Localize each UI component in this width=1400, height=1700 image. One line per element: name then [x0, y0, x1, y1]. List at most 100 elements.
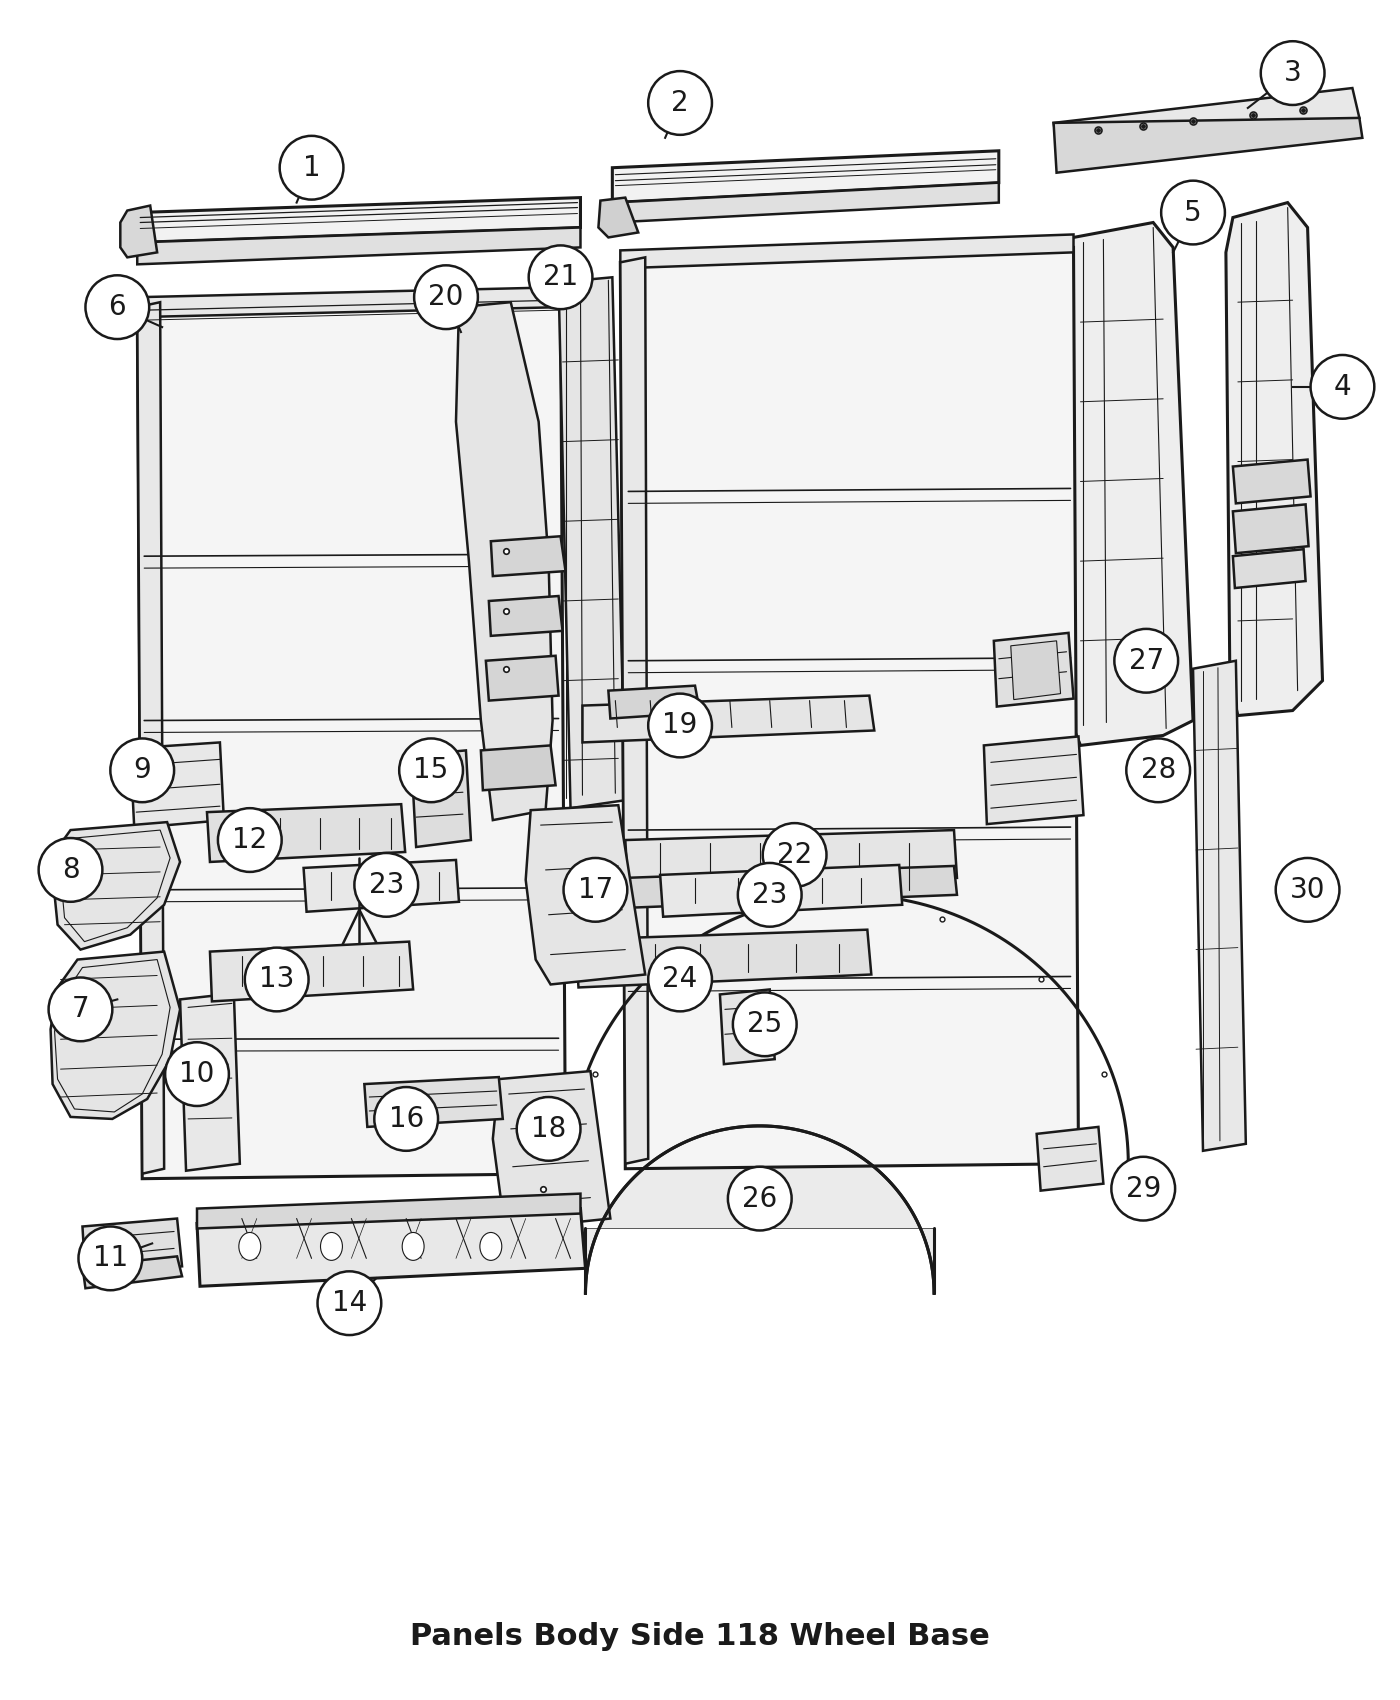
- Circle shape: [648, 71, 713, 134]
- Text: 10: 10: [179, 1061, 214, 1088]
- Circle shape: [374, 1086, 438, 1151]
- Polygon shape: [620, 248, 1078, 1168]
- Polygon shape: [1054, 88, 1359, 155]
- Text: 7: 7: [71, 996, 90, 1023]
- Polygon shape: [83, 1219, 182, 1277]
- Polygon shape: [1233, 459, 1310, 503]
- Polygon shape: [197, 1209, 585, 1287]
- Polygon shape: [197, 1193, 581, 1229]
- Text: 24: 24: [662, 966, 697, 993]
- Text: 13: 13: [259, 966, 294, 993]
- Text: 16: 16: [389, 1105, 424, 1132]
- Circle shape: [648, 947, 713, 1012]
- Circle shape: [517, 1096, 581, 1161]
- Polygon shape: [585, 1125, 934, 1294]
- Circle shape: [399, 738, 463, 802]
- Polygon shape: [210, 942, 413, 1001]
- Circle shape: [564, 858, 627, 921]
- Circle shape: [245, 947, 308, 1012]
- Polygon shape: [137, 303, 164, 1173]
- Text: 20: 20: [428, 284, 463, 311]
- Text: 25: 25: [748, 1010, 783, 1039]
- Text: 19: 19: [662, 712, 697, 740]
- Circle shape: [1127, 738, 1190, 802]
- Circle shape: [49, 977, 112, 1040]
- Circle shape: [165, 1042, 228, 1107]
- Polygon shape: [137, 298, 566, 1178]
- Polygon shape: [491, 536, 566, 576]
- Polygon shape: [1057, 223, 1193, 745]
- Circle shape: [728, 1166, 791, 1231]
- Polygon shape: [493, 1071, 610, 1229]
- Circle shape: [85, 275, 150, 338]
- Polygon shape: [1226, 202, 1323, 716]
- Polygon shape: [83, 1256, 182, 1289]
- Circle shape: [1275, 858, 1340, 921]
- Circle shape: [763, 823, 826, 887]
- Polygon shape: [575, 930, 871, 988]
- Text: 2: 2: [671, 88, 689, 117]
- Polygon shape: [181, 993, 239, 1171]
- Polygon shape: [620, 235, 1074, 269]
- Polygon shape: [984, 736, 1084, 824]
- Text: 11: 11: [92, 1244, 127, 1272]
- Ellipse shape: [480, 1232, 501, 1260]
- Polygon shape: [304, 860, 459, 911]
- Polygon shape: [120, 206, 157, 257]
- Polygon shape: [582, 695, 875, 743]
- Polygon shape: [612, 182, 998, 223]
- Polygon shape: [456, 303, 553, 819]
- Polygon shape: [53, 823, 181, 950]
- Circle shape: [78, 1226, 143, 1290]
- Polygon shape: [1233, 505, 1309, 552]
- Circle shape: [738, 864, 802, 927]
- Polygon shape: [480, 745, 556, 791]
- Ellipse shape: [321, 1232, 343, 1260]
- Polygon shape: [720, 989, 774, 1064]
- Polygon shape: [1233, 549, 1306, 588]
- Circle shape: [648, 694, 713, 758]
- Polygon shape: [207, 804, 405, 862]
- Polygon shape: [137, 197, 581, 243]
- Polygon shape: [626, 830, 958, 889]
- Text: 3: 3: [1284, 60, 1302, 87]
- Circle shape: [111, 738, 174, 802]
- Circle shape: [1310, 355, 1375, 418]
- Text: 29: 29: [1126, 1175, 1161, 1202]
- Polygon shape: [1054, 117, 1362, 173]
- Text: 5: 5: [1184, 199, 1201, 226]
- Text: 15: 15: [413, 756, 448, 784]
- Text: 12: 12: [232, 826, 267, 853]
- Polygon shape: [489, 597, 563, 636]
- Polygon shape: [661, 865, 902, 916]
- Polygon shape: [559, 277, 626, 807]
- Text: 14: 14: [332, 1289, 367, 1318]
- Circle shape: [354, 853, 419, 916]
- Polygon shape: [137, 287, 560, 318]
- Polygon shape: [620, 257, 648, 1164]
- Polygon shape: [137, 228, 581, 264]
- Circle shape: [218, 808, 281, 872]
- Text: 9: 9: [133, 756, 151, 784]
- Circle shape: [529, 245, 592, 309]
- Polygon shape: [1193, 661, 1246, 1151]
- Circle shape: [732, 993, 797, 1056]
- Ellipse shape: [402, 1232, 424, 1260]
- Polygon shape: [609, 685, 700, 719]
- Text: 28: 28: [1141, 756, 1176, 784]
- Polygon shape: [525, 806, 645, 984]
- Polygon shape: [598, 197, 638, 238]
- Circle shape: [1112, 1156, 1175, 1221]
- Circle shape: [1161, 180, 1225, 245]
- Polygon shape: [364, 1078, 503, 1127]
- Text: 26: 26: [742, 1185, 777, 1212]
- Polygon shape: [412, 750, 470, 847]
- Circle shape: [1114, 629, 1177, 692]
- Circle shape: [318, 1272, 381, 1334]
- Text: 30: 30: [1289, 876, 1326, 904]
- Text: 21: 21: [543, 264, 578, 291]
- Polygon shape: [50, 952, 181, 1119]
- Polygon shape: [612, 151, 998, 202]
- Circle shape: [1261, 41, 1324, 105]
- Polygon shape: [994, 632, 1074, 707]
